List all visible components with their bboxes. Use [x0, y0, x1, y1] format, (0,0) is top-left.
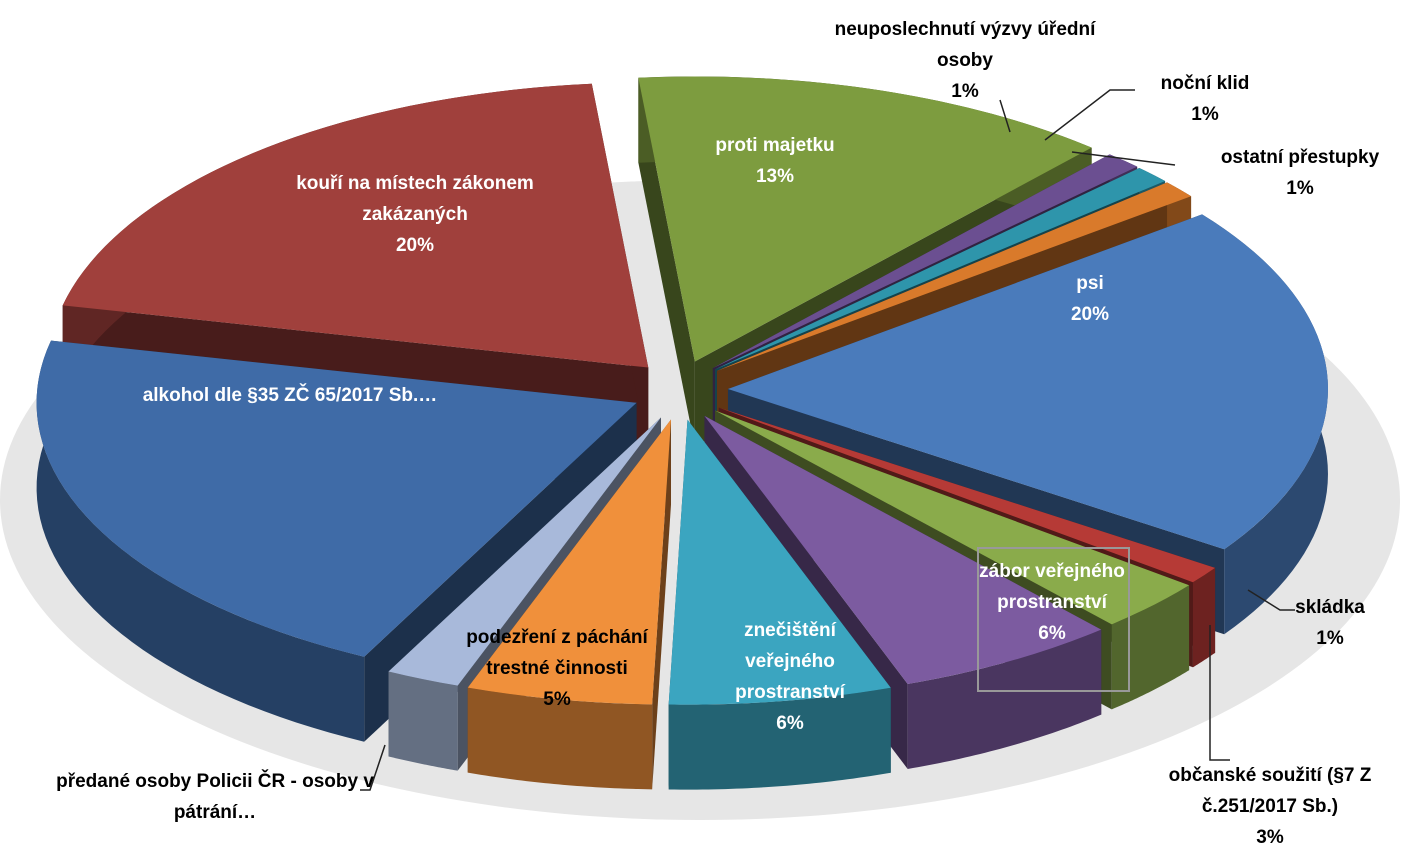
- value-label: 1%: [1286, 178, 1314, 199]
- value-label: 6%: [776, 713, 804, 734]
- value-label: 1%: [1316, 628, 1344, 649]
- value-label: 5%: [543, 689, 571, 710]
- slice: [668, 419, 891, 705]
- data-label: proti majetku 13%: [675, 130, 875, 192]
- data-label: znečištění veřejného prostranství 6%: [700, 615, 880, 739]
- category-label: kouří na místech zákonem zakázaných: [296, 173, 534, 225]
- data-label: občanské soužití (§7 Z č.251/2017 Sb.) 3%: [1140, 760, 1400, 845]
- category-label: neuposlechnutí výzvy úřední osoby: [834, 19, 1096, 71]
- tops: [36, 76, 1328, 705]
- value-label: 20%: [1070, 304, 1110, 325]
- slice: [704, 415, 1102, 684]
- category-label: alkohol dle §35 ZČ 65/2017 Sb.…: [142, 385, 438, 406]
- slice: [388, 417, 661, 686]
- slice: [714, 167, 1166, 370]
- slice-wall: [36, 340, 365, 742]
- category-label: zábor veřejného prostranství: [979, 561, 1125, 613]
- slice: [712, 154, 1138, 369]
- data-label: psi 20%: [1015, 268, 1165, 330]
- value-label: 1%: [951, 81, 979, 102]
- category-label: psi: [1076, 273, 1104, 294]
- leader-line: [999, 99, 1011, 133]
- value-label: 6%: [1038, 623, 1066, 644]
- label-box: [977, 547, 1130, 692]
- category-label: noční klid: [1160, 73, 1250, 94]
- slice: [62, 83, 649, 368]
- data-label: neuposlechnutí výzvy úřední osoby 1%: [805, 14, 1125, 107]
- category-label: předané osoby Policii ČR - osoby v pátrá…: [56, 771, 374, 823]
- value-label: 13%: [755, 166, 795, 187]
- slice-wall: [668, 687, 891, 790]
- category-label: proti majetku: [715, 135, 835, 156]
- slice-wall: [467, 687, 653, 790]
- slice: [714, 410, 1190, 625]
- data-label: noční klid 1%: [1125, 68, 1285, 130]
- leader-line: [1044, 89, 1135, 141]
- category-label: skládka: [1295, 597, 1365, 618]
- leader-line: [1247, 589, 1295, 611]
- data-label: ostatní přestupky 1%: [1180, 142, 1404, 204]
- slice-wall: [1111, 585, 1190, 710]
- value-label: 1%: [1191, 104, 1219, 125]
- slice: [727, 214, 1328, 550]
- category-label: ostatní přestupky: [1220, 147, 1380, 168]
- value-label: 3%: [1256, 827, 1284, 845]
- data-label: zábor veřejného prostranství 6%: [977, 556, 1127, 649]
- leader-line: [360, 744, 386, 791]
- slice-wall: [1192, 567, 1216, 668]
- data-label: předané osoby Policii ČR - osoby v pátrá…: [55, 766, 375, 828]
- slice-side: [638, 77, 695, 447]
- slice: [36, 340, 637, 657]
- value-label: 20%: [395, 235, 435, 256]
- data-label: kouří na místech zákonem zakázaných 20%: [285, 168, 545, 261]
- data-label: skládka 1%: [1270, 592, 1390, 654]
- category-label: občanské soužití (§7 Z č.251/2017 Sb.): [1168, 765, 1372, 817]
- slice: [638, 76, 1092, 362]
- slice: [716, 182, 1192, 371]
- leader-line: [1209, 625, 1230, 761]
- data-label: podezření z páchání trestné činnosti 5%: [462, 622, 652, 715]
- slice-wall: [907, 629, 1102, 769]
- category-label: podezření z páchání trestné činnosti: [466, 627, 648, 679]
- slice: [718, 407, 1216, 583]
- slice: [467, 419, 672, 705]
- slice-side: [652, 419, 672, 790]
- data-label: alkohol dle §35 ZČ 65/2017 Sb.…: [120, 380, 460, 411]
- leader-line: [1071, 151, 1176, 166]
- category-label: znečištění veřejného prostranství: [735, 620, 845, 703]
- slice-wall: [388, 671, 458, 771]
